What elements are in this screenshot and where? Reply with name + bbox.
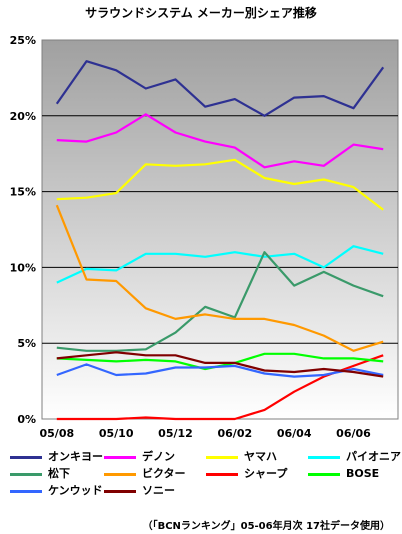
series-line xyxy=(56,363,384,378)
series-line xyxy=(56,351,384,378)
legend-label: ヤマハ xyxy=(244,450,277,463)
x-tick-label: 05/12 xyxy=(158,427,193,440)
legend-swatch xyxy=(10,456,42,459)
chart-title: サラウンドシステム メーカー別シェア推移 xyxy=(85,6,317,20)
legend-swatch xyxy=(10,473,42,476)
x-tick-label: 05/08 xyxy=(40,427,75,440)
y-tick-label: 25% xyxy=(10,34,36,47)
y-tick-label: 10% xyxy=(10,261,36,274)
legend-swatch xyxy=(206,473,238,476)
x-tick-label: 05/10 xyxy=(99,427,134,440)
series-line xyxy=(56,251,384,352)
x-tick-label: 06/02 xyxy=(218,427,253,440)
legend-label: ソニー xyxy=(142,484,175,497)
series-line xyxy=(56,245,384,284)
series-lines xyxy=(55,60,385,421)
legend-swatch xyxy=(104,473,136,476)
legend-swatch xyxy=(308,473,340,476)
x-axis-tick-labels: 05/08 05/10 05/12 06/02 06/04 06/06 xyxy=(40,427,372,440)
legend-label: 松下 xyxy=(48,467,70,480)
legend-swatch xyxy=(308,456,340,459)
legend-label: ビクター xyxy=(142,467,186,480)
y-tick-label: 0% xyxy=(17,413,36,426)
y-tick-label: 15% xyxy=(10,186,36,199)
y-tick-label: 20% xyxy=(10,110,36,123)
legend-swatch xyxy=(206,456,238,459)
x-tick-label: 06/06 xyxy=(336,427,371,440)
series-line xyxy=(56,113,384,169)
legend-label: シャープ xyxy=(244,467,288,480)
legend-label: パイオニア xyxy=(346,450,401,463)
legend-label: ケンウッド xyxy=(48,484,103,497)
legend-swatch xyxy=(104,490,136,493)
y-axis-tick-labels: 0% 5% 10% 15% 20% 25% xyxy=(10,34,36,426)
legend-label: オンキヨー xyxy=(48,450,103,463)
legend-swatch xyxy=(104,456,136,459)
series-line xyxy=(55,60,385,117)
x-tick-label: 06/04 xyxy=(277,427,312,440)
legend-label: BOSE xyxy=(346,467,380,480)
legend-swatch xyxy=(10,490,42,493)
series-line xyxy=(56,158,384,211)
series-line xyxy=(55,204,384,352)
source-note: （「BCNランキング」05-06年月次 17社データ使用） xyxy=(142,521,390,532)
y-tick-label: 5% xyxy=(17,337,36,350)
legend-label: デノン xyxy=(142,450,175,463)
